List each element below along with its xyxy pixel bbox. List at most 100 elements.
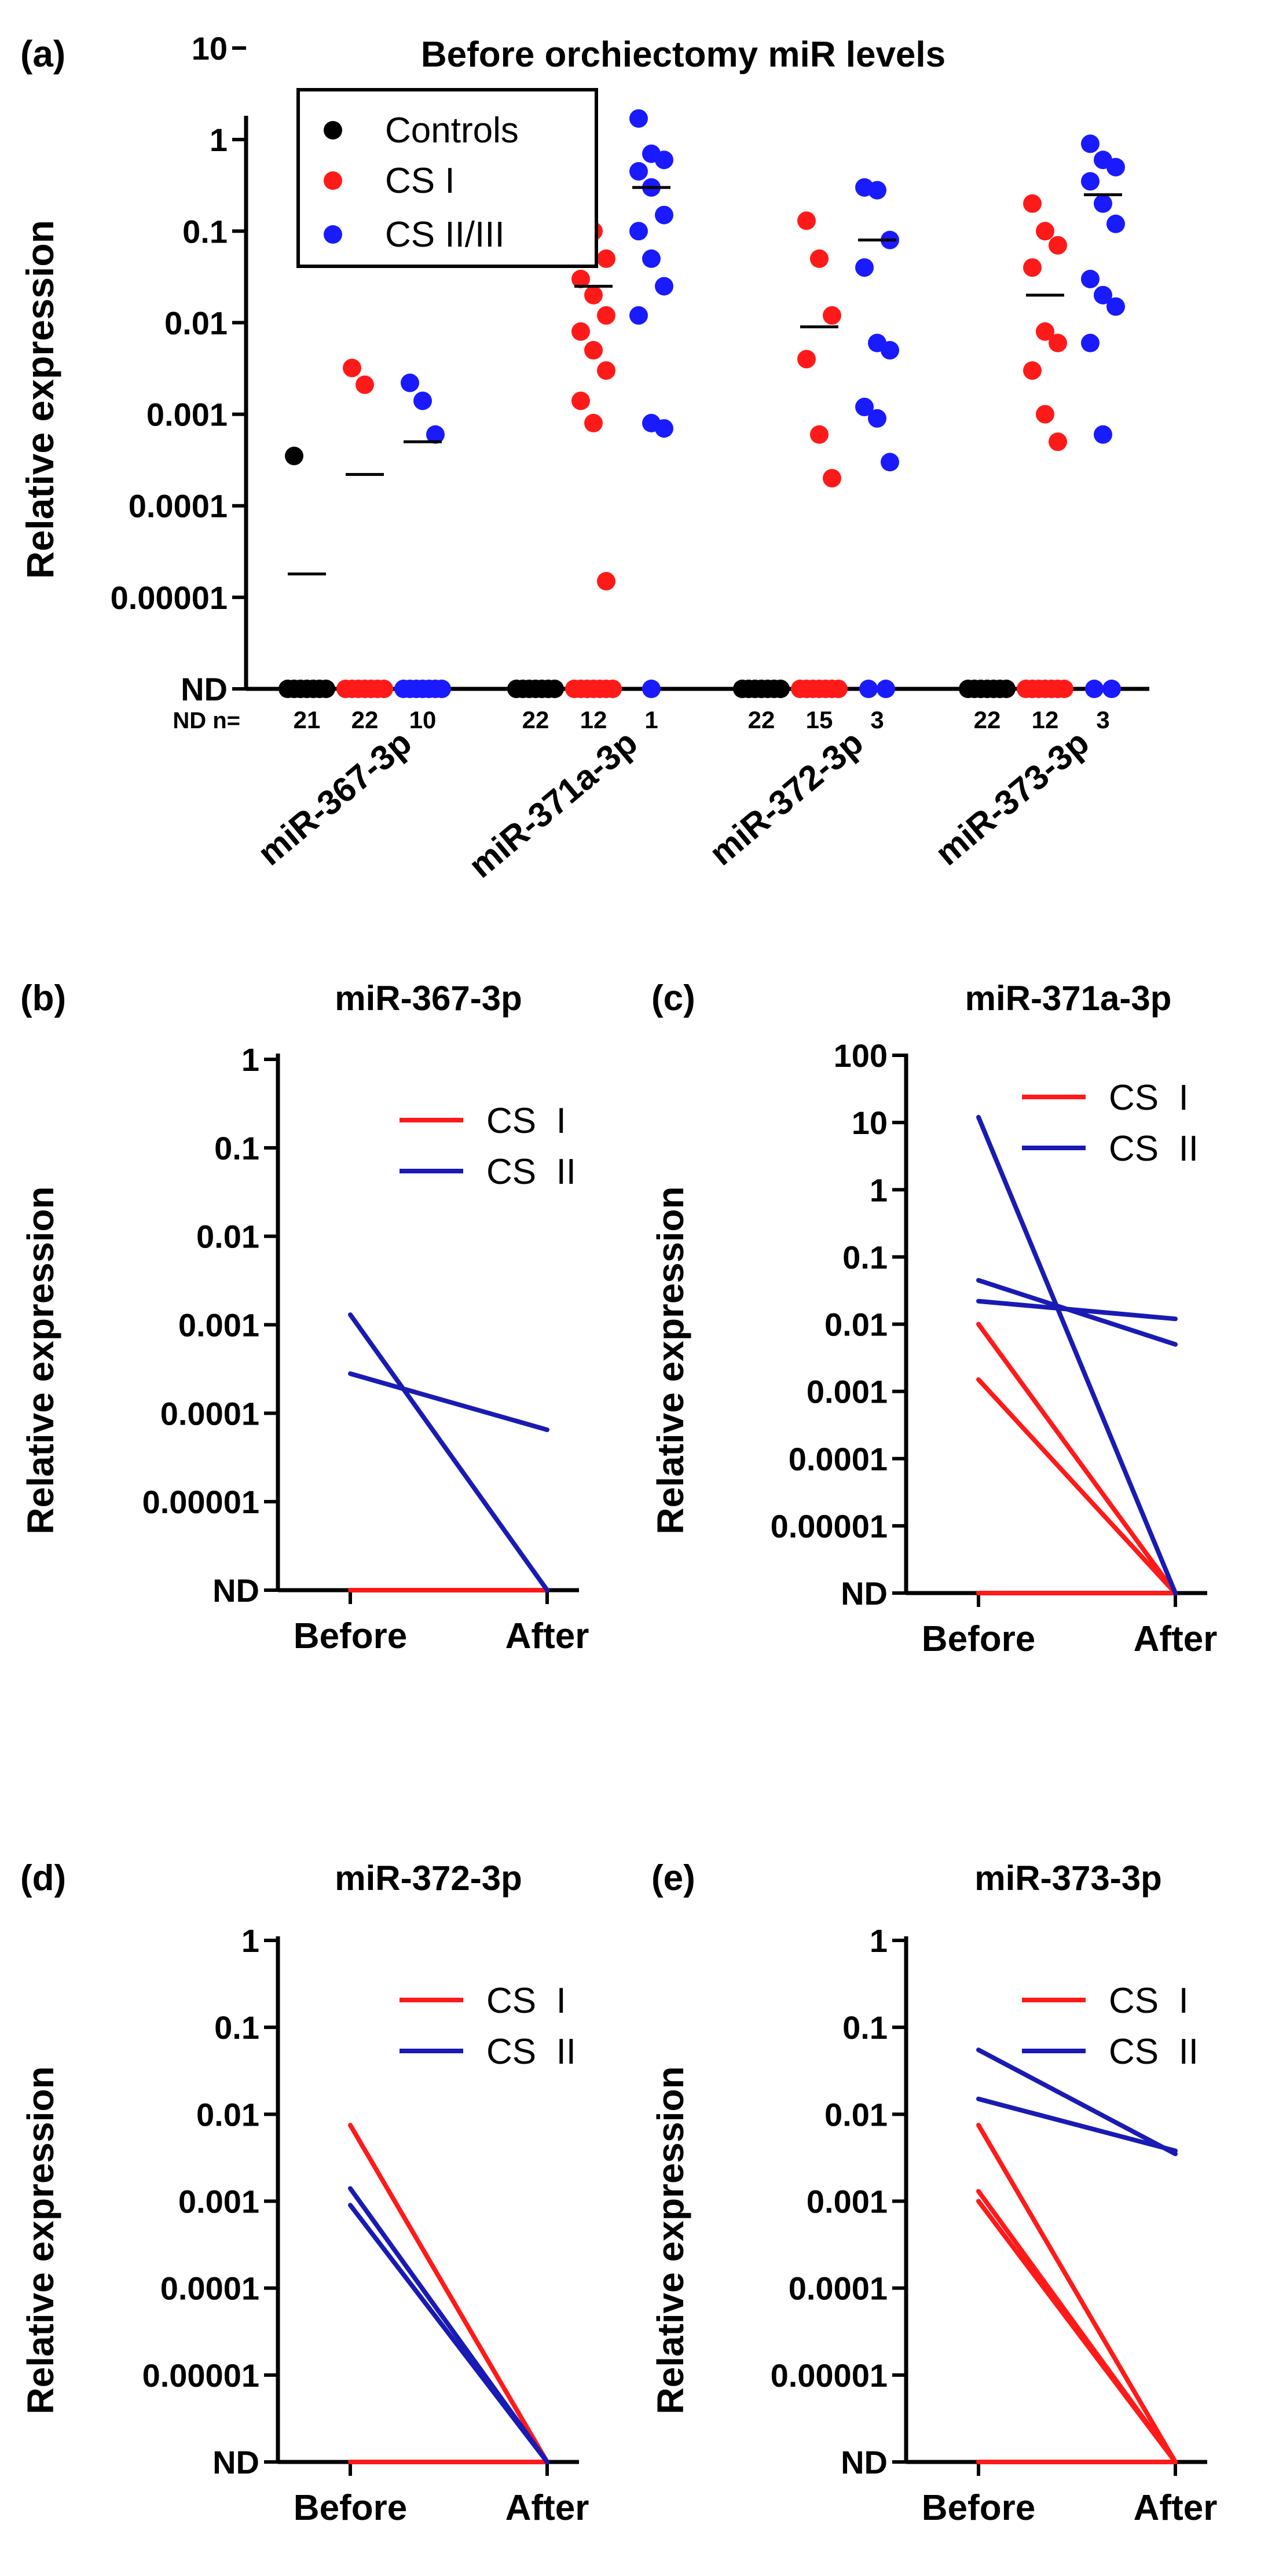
- y-tick-label: 1: [241, 1041, 259, 1078]
- nd-point: [1085, 680, 1104, 698]
- nd-count: 22: [974, 706, 1001, 733]
- data-point: [629, 162, 648, 181]
- nd-count: 3: [1096, 706, 1109, 733]
- legend-label-cs1: CS I: [486, 1981, 566, 2021]
- series-line-cs2: [976, 1298, 1178, 1322]
- data-point: [584, 285, 603, 304]
- y-tick-label: 0.0001: [789, 2270, 888, 2307]
- panel-b-y-label: Relative expression: [20, 1186, 61, 1534]
- panel-a-y-ticks: ND 0.00001 0.0001 0.001 0.01 0.1 1 10: [111, 30, 246, 707]
- data-point: [655, 277, 673, 296]
- nd-count: 1: [644, 706, 658, 733]
- x-category-label: miR-373-3p: [928, 723, 1097, 873]
- data-point: [855, 398, 874, 417]
- data-point: [1106, 157, 1125, 177]
- nd-count: 22: [522, 706, 549, 733]
- y-tick-label: 0.1: [842, 1239, 888, 1275]
- data-point: [855, 258, 874, 277]
- y-tick-label: ND: [841, 2444, 888, 2480]
- y-tick-label: 0.0001: [789, 1441, 888, 1477]
- legend-label-controls: Controls: [385, 111, 519, 151]
- series-line-cs2: [348, 1312, 549, 1592]
- nd-count: 12: [1032, 706, 1059, 733]
- data-point: [1081, 172, 1100, 191]
- panel-e: (e) miR-373-3p Relative expression ND 0.0…: [650, 1858, 1217, 2528]
- nd-point: [545, 680, 564, 698]
- data-point: [642, 249, 661, 268]
- data-point: [655, 206, 673, 225]
- data-point: [868, 409, 886, 428]
- panel-c-title: miR-371a-3p: [965, 979, 1172, 1018]
- panel-e-x-ticks: Before After: [922, 2462, 1218, 2528]
- panel-e-title: miR-373-3p: [974, 1859, 1161, 1898]
- panel-c-x-ticks: Before After: [922, 1593, 1217, 1659]
- panel-c: (c) miR-371a-3p Relative expression ND 0.…: [650, 978, 1217, 1659]
- data-point: [823, 469, 841, 488]
- nd-point: [859, 680, 878, 698]
- nd-point: [317, 680, 335, 698]
- panel-b-y-ticks: ND 0.00001 0.0001 0.001 0.01 0.1 1: [142, 1041, 278, 1609]
- series-line-cs1: [976, 1322, 1178, 1595]
- legend-box: [296, 88, 598, 268]
- nd-point: [829, 680, 848, 698]
- y-tick-label: 0.01: [824, 2096, 888, 2133]
- data-point: [1106, 214, 1125, 233]
- nd-point: [1055, 680, 1073, 698]
- y-tick-label: 1: [210, 122, 228, 158]
- panel-c-label: (c): [651, 978, 695, 1018]
- panel-a-medians: [288, 186, 1122, 575]
- x-tick-label: After: [1134, 2488, 1218, 2528]
- nd-count: 12: [580, 706, 607, 733]
- nd-count: 21: [294, 706, 321, 733]
- panel-e-y-label: Relative expression: [650, 2066, 691, 2414]
- data-point: [356, 375, 374, 394]
- panel-b-title: miR-367-3p: [335, 979, 522, 1018]
- data-point: [1094, 194, 1112, 213]
- series-line-cs1: [976, 2123, 1178, 2464]
- x-category-label: miR-372-3p: [702, 723, 871, 873]
- legend-marker-cs23: [324, 225, 342, 244]
- data-point: [629, 222, 648, 241]
- data-point: [426, 425, 445, 444]
- nd-point: [603, 680, 622, 698]
- x-tick-label: Before: [922, 2488, 1035, 2528]
- data-point: [1049, 432, 1067, 452]
- nd-count: 10: [409, 706, 437, 733]
- y-tick-label: 0.01: [824, 1307, 888, 1343]
- y-tick-label: ND: [212, 1572, 259, 1609]
- y-tick-label: 0.00001: [111, 579, 228, 616]
- y-tick-label: 0.1: [842, 2009, 888, 2046]
- y-tick-label: 0.001: [807, 1374, 888, 1410]
- panel-a-nd-counts: 21 22 10 22 12 1 22 15 3 22 12 3: [294, 706, 1110, 733]
- data-point: [1049, 236, 1067, 255]
- panel-c-legend: CS I CS II: [1022, 1078, 1199, 1169]
- data-point: [629, 109, 648, 128]
- series-line-cs2: [348, 1371, 549, 1432]
- data-point: [1081, 134, 1100, 153]
- panel-d-y-label: Relative expression: [20, 2066, 61, 2414]
- y-tick-label: 0.0001: [160, 2270, 259, 2307]
- data-point: [584, 341, 603, 360]
- y-tick-label: 0.00001: [142, 1484, 259, 1520]
- data-point: [1049, 333, 1067, 353]
- y-tick-label: 1: [241, 1922, 259, 1959]
- legend-marker-cs1: [324, 171, 342, 190]
- x-category-label: miR-371a-3p: [461, 723, 644, 886]
- panel-e-label: (e): [651, 1858, 695, 1898]
- panel-e-lines: [976, 2047, 1178, 2464]
- data-point: [881, 453, 899, 472]
- panel-e-y-ticks: ND 0.00001 0.0001 0.001 0.01 0.1 1: [771, 1922, 906, 2480]
- series-line-cs1: [976, 1377, 1178, 1595]
- x-tick-label: Before: [294, 1616, 407, 1656]
- y-tick-label: 10: [192, 30, 228, 67]
- y-tick-label: 0.001: [178, 2184, 259, 2220]
- x-tick-label: Before: [922, 1619, 1035, 1659]
- panel-a-legend: Controls CS I CS II/III: [296, 88, 598, 268]
- data-point: [1036, 322, 1054, 341]
- data-point: [343, 358, 361, 377]
- data-point: [797, 211, 816, 230]
- nd-point: [877, 680, 895, 698]
- y-tick-label: 1: [870, 1172, 888, 1208]
- data-point: [597, 249, 615, 268]
- data-point: [1094, 285, 1112, 304]
